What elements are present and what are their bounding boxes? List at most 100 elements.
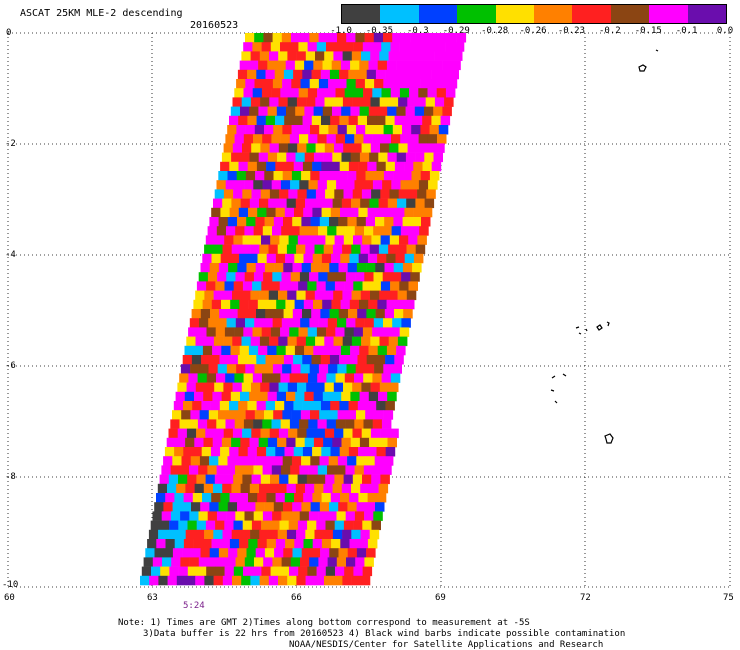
swath-cell [371, 520, 381, 531]
swath-cell [210, 355, 220, 365]
swath-cell [277, 198, 287, 209]
swath-cell [272, 226, 282, 236]
swath-cell [187, 474, 197, 485]
swath-cell [362, 42, 373, 52]
swath-cell [179, 465, 190, 475]
swath-cell [345, 511, 356, 521]
swath-cell [324, 143, 335, 153]
swath-cell [347, 263, 358, 273]
swath-cell [351, 290, 362, 301]
swath-cell [250, 51, 261, 61]
swath-cell [229, 539, 240, 549]
swath-cell [402, 125, 412, 135]
swath-cell [254, 318, 264, 328]
swath-cell [215, 566, 225, 577]
swath-cell [232, 143, 243, 153]
swath-cell [217, 364, 228, 374]
swath-cell [311, 115, 322, 126]
swath-cell [251, 428, 261, 439]
swath-cell [364, 557, 374, 567]
swath-cell [443, 51, 454, 61]
swath-cell [340, 60, 351, 71]
swath-cell [407, 143, 418, 153]
swath-cell [398, 143, 408, 153]
swath-cell [411, 217, 422, 227]
swath-cell [329, 502, 339, 512]
swath-cell [354, 226, 365, 236]
swath-cell [156, 539, 166, 549]
legend-color-swatch [495, 5, 535, 23]
swath-cell [347, 217, 357, 227]
swath-cell [245, 364, 255, 374]
swath-cell [363, 419, 373, 429]
swath-cell [319, 502, 330, 512]
swath-cell [391, 180, 401, 190]
swath-cell [369, 244, 380, 255]
swath-cell [364, 318, 375, 328]
swath-cell [445, 42, 456, 52]
swath-cell [202, 299, 213, 310]
swath-cell [335, 88, 345, 98]
swath-cell [417, 235, 427, 245]
swath-cell [425, 51, 435, 61]
swath-cell [264, 125, 274, 135]
swath-cell [196, 520, 207, 531]
swath-cell [192, 447, 202, 457]
swath-cell [401, 33, 411, 43]
swath-cell [403, 115, 414, 126]
swath-cell [230, 299, 240, 310]
swath-cell [299, 134, 309, 144]
swath-cell [299, 465, 309, 475]
swath-cell [331, 253, 341, 264]
swath-cell [300, 79, 310, 89]
swath-cell [361, 51, 371, 61]
swath-cell [299, 419, 309, 429]
swath-cell [344, 281, 354, 291]
swath-cell [387, 106, 397, 117]
swath-cell [226, 318, 237, 328]
swath-cell [420, 171, 431, 181]
swath-cell [266, 493, 276, 503]
swath-cell [321, 207, 332, 218]
swath-cell [312, 493, 322, 503]
swath-cell [245, 410, 256, 420]
swath-cell [286, 152, 296, 163]
swath-cell [312, 161, 322, 172]
swath-cell [298, 566, 308, 577]
swath-cell [277, 152, 287, 163]
swath-cell [233, 235, 243, 245]
swath-cell [341, 152, 351, 163]
swath-cell [308, 134, 318, 144]
swath-cell [385, 115, 395, 126]
swath-cell [227, 125, 237, 135]
swath-cell [299, 180, 309, 190]
swath-cell [256, 447, 267, 457]
swath-cell [339, 447, 350, 457]
swath-cell [278, 428, 289, 439]
swath-cell [207, 226, 218, 236]
chart-title: ASCAT 25KM MLE-2 descending [20, 8, 183, 19]
swath-cell [413, 161, 423, 172]
swath-cell [213, 483, 223, 494]
swath-cell [373, 272, 383, 282]
swath-cell [231, 152, 241, 163]
swath-cell [337, 456, 348, 466]
swath-cell [272, 511, 282, 521]
swath-cell [354, 373, 364, 383]
swath-cell [415, 244, 426, 255]
swath-cell [247, 447, 258, 457]
swath-cell [152, 557, 163, 567]
swath-cell [300, 125, 311, 135]
swath-cell [424, 152, 434, 163]
swath-cell [395, 207, 405, 218]
swath-cell [165, 539, 175, 549]
swath-cell [188, 327, 198, 337]
swath-cell [185, 529, 196, 540]
swath-cell [317, 373, 327, 383]
swath-cell [191, 309, 202, 319]
swath-cell [358, 493, 368, 503]
swath-cell [343, 520, 354, 531]
swath-cell [291, 364, 301, 374]
swath-cell [148, 529, 159, 540]
swath-cell [310, 548, 321, 558]
